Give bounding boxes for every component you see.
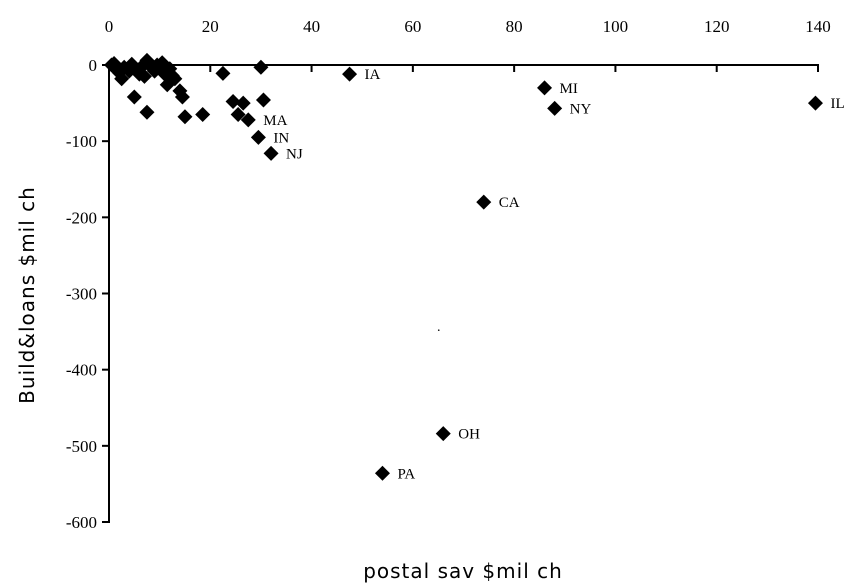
point-label: PA	[397, 466, 415, 482]
y-tick-label: -400	[66, 361, 97, 380]
data-point	[215, 65, 231, 81]
point-label: CA	[499, 195, 520, 211]
point-label: IL	[830, 96, 844, 112]
x-tick-label: 0	[105, 17, 114, 36]
data-point	[476, 194, 492, 210]
data-point	[374, 465, 390, 481]
y-tick-label: -100	[66, 132, 97, 151]
y-axis-title: Build&loans $mil ch	[15, 186, 39, 404]
point-label: OH	[458, 427, 480, 443]
data-point	[547, 100, 563, 116]
point-label: IA	[365, 67, 381, 83]
data-point	[177, 109, 193, 125]
y-tick-label: -200	[66, 208, 97, 227]
data-point	[174, 89, 190, 105]
data-point	[106, 55, 122, 71]
x-tick-label: 40	[303, 17, 320, 36]
data-point	[537, 80, 553, 96]
data-point	[167, 71, 183, 87]
point-label: MI	[560, 81, 578, 97]
data-point	[139, 104, 155, 120]
data-point	[250, 129, 266, 145]
x-tick-label: 80	[506, 17, 523, 36]
data-point	[225, 94, 241, 110]
data-point	[263, 145, 279, 161]
data-point	[136, 68, 152, 84]
point-label: MA	[263, 113, 287, 129]
data-point	[253, 59, 269, 75]
data-point	[255, 92, 271, 108]
x-tick-label: 100	[603, 17, 629, 36]
data-point	[114, 71, 130, 87]
y-tick-label: -600	[66, 513, 97, 532]
data-point	[435, 426, 451, 442]
x-tick-label: 140	[805, 17, 831, 36]
axes	[108, 64, 818, 522]
stray-dot: .	[437, 320, 441, 335]
data-point	[342, 66, 358, 82]
point-label: NY	[570, 101, 592, 117]
y-tick-label: 0	[89, 56, 98, 75]
data-point	[807, 95, 823, 111]
data-points	[104, 52, 823, 481]
data-point	[240, 112, 256, 128]
y-tick-label: -500	[66, 437, 97, 456]
x-tick-label: 20	[202, 17, 219, 36]
data-point	[230, 107, 246, 123]
data-point	[126, 89, 142, 105]
data-point	[235, 95, 251, 111]
data-point	[195, 107, 211, 123]
x-axis-title: postal sav $mil ch	[363, 559, 563, 583]
x-tick-label: 120	[704, 17, 730, 36]
point-label: IN	[273, 130, 289, 146]
point-label: NJ	[286, 146, 303, 162]
y-tick-label: -300	[66, 285, 97, 304]
x-tick-label: 60	[404, 17, 421, 36]
